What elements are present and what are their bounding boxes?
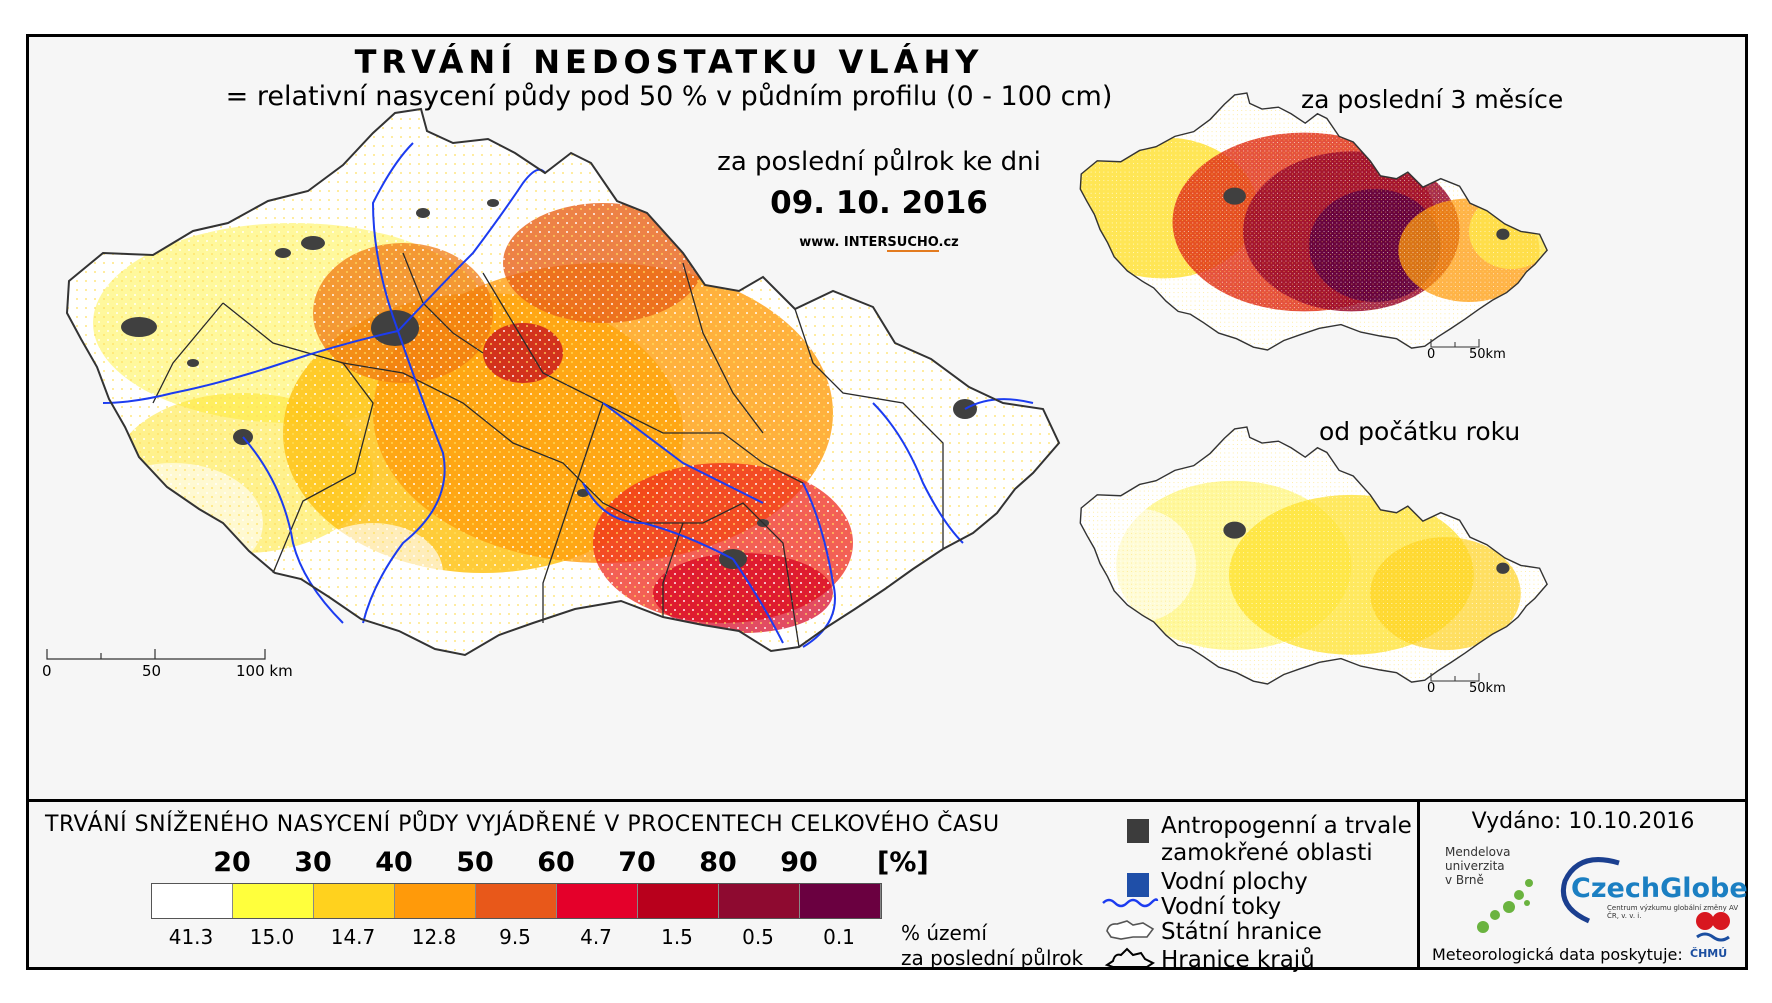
czechglobe-subtitle: Centrum výzkumu globální změny AV ČR, v.…: [1607, 904, 1739, 920]
mendel-line2: univerzita: [1445, 859, 1505, 873]
period-label: za poslední půlrok ke dni: [717, 147, 1041, 177]
inset-3m-scale-end: 50km: [1469, 347, 1506, 362]
main-scale-zero: 0: [42, 662, 52, 680]
legend-share: 4.7: [580, 925, 612, 949]
inset-3m-scale-zero: 0: [1427, 347, 1436, 362]
main-scale-end: 100 km: [236, 662, 293, 680]
legend-tick: 20: [213, 847, 251, 878]
legend-region-border: Hranice krajů: [1161, 947, 1315, 973]
legend-share: 9.5: [499, 925, 531, 949]
legend-anthropogenic: Antropogenní a trvale zamokřené oblasti: [1161, 813, 1412, 867]
main-scale-mid: 50: [142, 662, 162, 680]
chmu-label: ČHMÚ: [1690, 947, 1728, 960]
website-link[interactable]: www. INTERSUCHO.cz: [649, 235, 1109, 252]
inset-3m-label: za poslední 3 měsíce: [1301, 85, 1564, 114]
legend-anthropogenic-line2: zamokřené oblasti: [1161, 840, 1373, 866]
state-border-swatch: [1106, 920, 1155, 940]
legend-tick: 70: [618, 847, 656, 878]
legend-share: 15.0: [249, 925, 295, 949]
inset-3m-scale-bar: [1430, 339, 1480, 348]
inset-ytd-label: od počátku roku: [1319, 417, 1521, 446]
anthropogenic-swatch: [1127, 819, 1149, 843]
issued-date: Vydáno: 10.10.2016: [1471, 809, 1695, 834]
czechglobe-logo: CzechGlobe: [1571, 873, 1748, 904]
legend-color-class: [476, 884, 557, 918]
legend-color-bar: [151, 883, 882, 919]
legend-color-class: [233, 884, 314, 918]
legend-water-bodies: Vodní plochy: [1161, 869, 1308, 895]
map-date: 09. 10. 2016: [770, 185, 988, 221]
legend-share: 0.1: [823, 925, 855, 949]
legend-tick: 50: [456, 847, 494, 878]
legend-share: 41.3: [168, 925, 214, 949]
meteo-credit: Meteorologická data poskytuje:: [1432, 945, 1683, 964]
region-borders: [152, 252, 944, 648]
inset-ytd-map: [1079, 426, 1548, 685]
legend-rivers: Vodní toky: [1161, 894, 1282, 920]
website-suffix: .cz: [938, 235, 959, 250]
inset-3m-map: [1079, 92, 1548, 351]
legend-color-class: [395, 884, 476, 918]
legend-color-class: [800, 884, 881, 918]
legend-share: 0.5: [742, 925, 774, 949]
main-scale-bar: [46, 649, 266, 660]
anthropogenic-areas: [121, 199, 977, 569]
inset-ytd-scale-end: 50km: [1469, 681, 1506, 696]
map-subtitle: = relativní nasycení půdy pod 50 % v půd…: [225, 81, 1113, 112]
legend-divider: [29, 799, 1745, 802]
inset-ytd-scale-zero: 0: [1427, 681, 1436, 696]
legend-color-class: [152, 884, 233, 918]
legend-color-class: [557, 884, 638, 918]
main-map: [66, 108, 1060, 656]
website-highlight: SUCHO: [887, 235, 939, 252]
legend-state-border: Státní hranice: [1161, 919, 1322, 945]
legend-share: 14.7: [330, 925, 376, 949]
legend-tick: 60: [537, 847, 575, 878]
legend-title: TRVÁNÍ SNÍŽENÉHO NASYCENÍ PŮDY VYJÁDŘENÉ…: [45, 812, 1000, 837]
legend-share-label-line2: za poslední půlrok: [901, 946, 1084, 970]
legend-tick: 80: [699, 847, 737, 878]
mendel-university-logo: Mendelova univerzita v Brně: [1445, 845, 1510, 887]
chmu-logo-icon: [1696, 912, 1730, 942]
legend-color-class: [638, 884, 719, 918]
legend-unit: [%]: [877, 847, 929, 878]
legend-share: 12.8: [411, 925, 457, 949]
map-title: TRVÁNÍ NEDOSTATKU VLÁHY: [354, 43, 984, 81]
water-bodies-swatch: [1127, 873, 1149, 897]
credits-divider: [1417, 799, 1420, 970]
mendel-line3: v Brně: [1445, 873, 1484, 887]
legend-share: 1.5: [661, 925, 693, 949]
website-prefix: www. INTER: [799, 235, 888, 250]
rivers-swatch: [1102, 898, 1159, 908]
inset-ytd-scale-bar: [1430, 673, 1480, 682]
czechglobe-swoosh-icon: [1561, 857, 1620, 924]
legend-tick: 90: [780, 847, 818, 878]
legend-tick: 40: [375, 847, 413, 878]
mendel-line1: Mendelova: [1445, 845, 1511, 859]
legend-share-label: % území za poslední půlrok: [901, 921, 1083, 971]
map-frame: TRVÁNÍ NEDOSTATKU VLÁHY = relativní nasy…: [26, 34, 1748, 973]
legend-share-label-line1: % území: [901, 921, 987, 945]
legend-color-class: [719, 884, 800, 918]
mendel-dots-icon: [1477, 879, 1533, 933]
legend-color-class: [314, 884, 395, 918]
legend-anthropogenic-line1: Antropogenní a trvale: [1161, 813, 1412, 839]
region-border-swatch: [1104, 947, 1155, 968]
legend-tick: 30: [294, 847, 332, 878]
